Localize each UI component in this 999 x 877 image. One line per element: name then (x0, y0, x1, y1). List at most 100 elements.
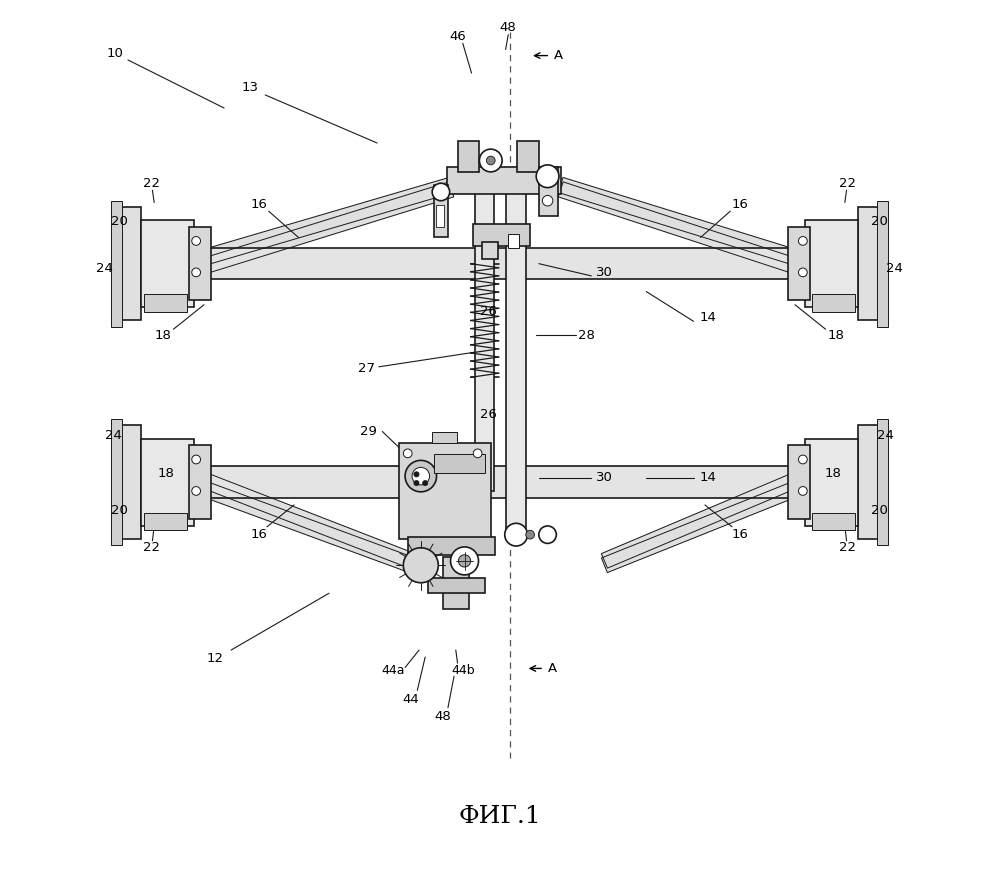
Bar (538, 168, 558, 216)
Bar (141, 438, 194, 526)
Circle shape (451, 547, 479, 575)
Bar (436, 205, 445, 227)
Text: 18: 18 (825, 467, 842, 480)
Circle shape (404, 449, 412, 458)
Bar (877, 201, 888, 326)
Text: 48: 48 (435, 710, 452, 723)
Circle shape (459, 555, 471, 567)
Text: 22: 22 (143, 177, 160, 189)
Bar (198, 467, 801, 498)
Bar (408, 538, 496, 555)
Circle shape (538, 526, 556, 544)
Bar (434, 454, 485, 474)
Circle shape (798, 487, 807, 496)
Text: 46: 46 (450, 30, 466, 43)
Bar (458, 141, 480, 172)
Text: 20: 20 (111, 503, 128, 517)
Bar (805, 220, 858, 307)
Polygon shape (196, 182, 454, 275)
Text: 22: 22 (839, 177, 856, 189)
Bar (506, 185, 525, 535)
Text: 28: 28 (578, 329, 595, 342)
Text: 16: 16 (731, 528, 748, 541)
Circle shape (412, 467, 430, 485)
Bar (474, 225, 530, 246)
Circle shape (192, 487, 201, 496)
Bar (811, 513, 855, 531)
Text: 24: 24 (105, 430, 122, 442)
Circle shape (474, 449, 482, 458)
Circle shape (536, 165, 559, 188)
Bar (788, 446, 810, 519)
Text: 24: 24 (877, 430, 894, 442)
Circle shape (504, 524, 527, 546)
Text: 22: 22 (143, 541, 160, 554)
Text: 30: 30 (596, 266, 612, 279)
Text: 16: 16 (731, 197, 748, 210)
Text: 20: 20 (871, 215, 888, 228)
Circle shape (414, 481, 419, 486)
Text: 24: 24 (96, 261, 113, 275)
Bar (111, 419, 122, 545)
Bar (517, 141, 538, 172)
Polygon shape (196, 177, 454, 267)
Text: 18: 18 (827, 329, 844, 342)
Circle shape (404, 548, 439, 582)
Text: 20: 20 (871, 503, 888, 517)
Text: 20: 20 (111, 215, 128, 228)
Bar (399, 443, 491, 539)
Circle shape (192, 455, 201, 464)
Circle shape (414, 472, 419, 477)
Bar (811, 295, 855, 311)
Text: 12: 12 (207, 652, 224, 666)
Circle shape (487, 156, 496, 165)
Text: A: A (547, 662, 556, 675)
Bar (788, 227, 810, 301)
Text: ФИГ.1: ФИГ.1 (459, 805, 540, 828)
Text: 18: 18 (157, 467, 174, 480)
Circle shape (192, 268, 201, 277)
Circle shape (525, 531, 534, 539)
Bar (443, 557, 469, 609)
Bar (482, 242, 498, 260)
Circle shape (798, 237, 807, 246)
Text: 18: 18 (155, 329, 172, 342)
Polygon shape (195, 470, 415, 568)
Bar (144, 513, 188, 531)
Bar (198, 248, 801, 280)
Bar (189, 227, 211, 301)
Bar (118, 207, 141, 320)
Text: A: A (553, 49, 562, 62)
Bar (475, 181, 495, 491)
Polygon shape (195, 479, 415, 573)
Bar (508, 234, 518, 248)
Text: 22: 22 (839, 541, 856, 554)
Circle shape (542, 196, 552, 206)
Text: 16: 16 (251, 197, 268, 210)
Circle shape (423, 481, 428, 486)
Circle shape (798, 455, 807, 464)
Text: 48: 48 (500, 21, 516, 34)
Circle shape (192, 237, 201, 246)
Bar (189, 446, 211, 519)
Circle shape (405, 460, 437, 492)
Text: 26: 26 (480, 305, 497, 318)
Bar (434, 185, 448, 238)
Text: 29: 29 (360, 425, 377, 438)
Text: 44b: 44b (451, 664, 475, 677)
Text: 44a: 44a (381, 664, 405, 677)
Text: 30: 30 (596, 471, 612, 484)
Text: 14: 14 (699, 311, 716, 324)
Polygon shape (601, 471, 804, 568)
Polygon shape (558, 182, 803, 275)
Bar (144, 295, 188, 311)
Bar (141, 220, 194, 307)
Text: 27: 27 (358, 362, 375, 375)
Circle shape (798, 268, 807, 277)
Bar (447, 168, 560, 194)
Text: 26: 26 (480, 408, 497, 421)
Bar (877, 419, 888, 545)
Circle shape (480, 149, 502, 172)
Bar (118, 425, 141, 539)
Polygon shape (601, 479, 804, 573)
